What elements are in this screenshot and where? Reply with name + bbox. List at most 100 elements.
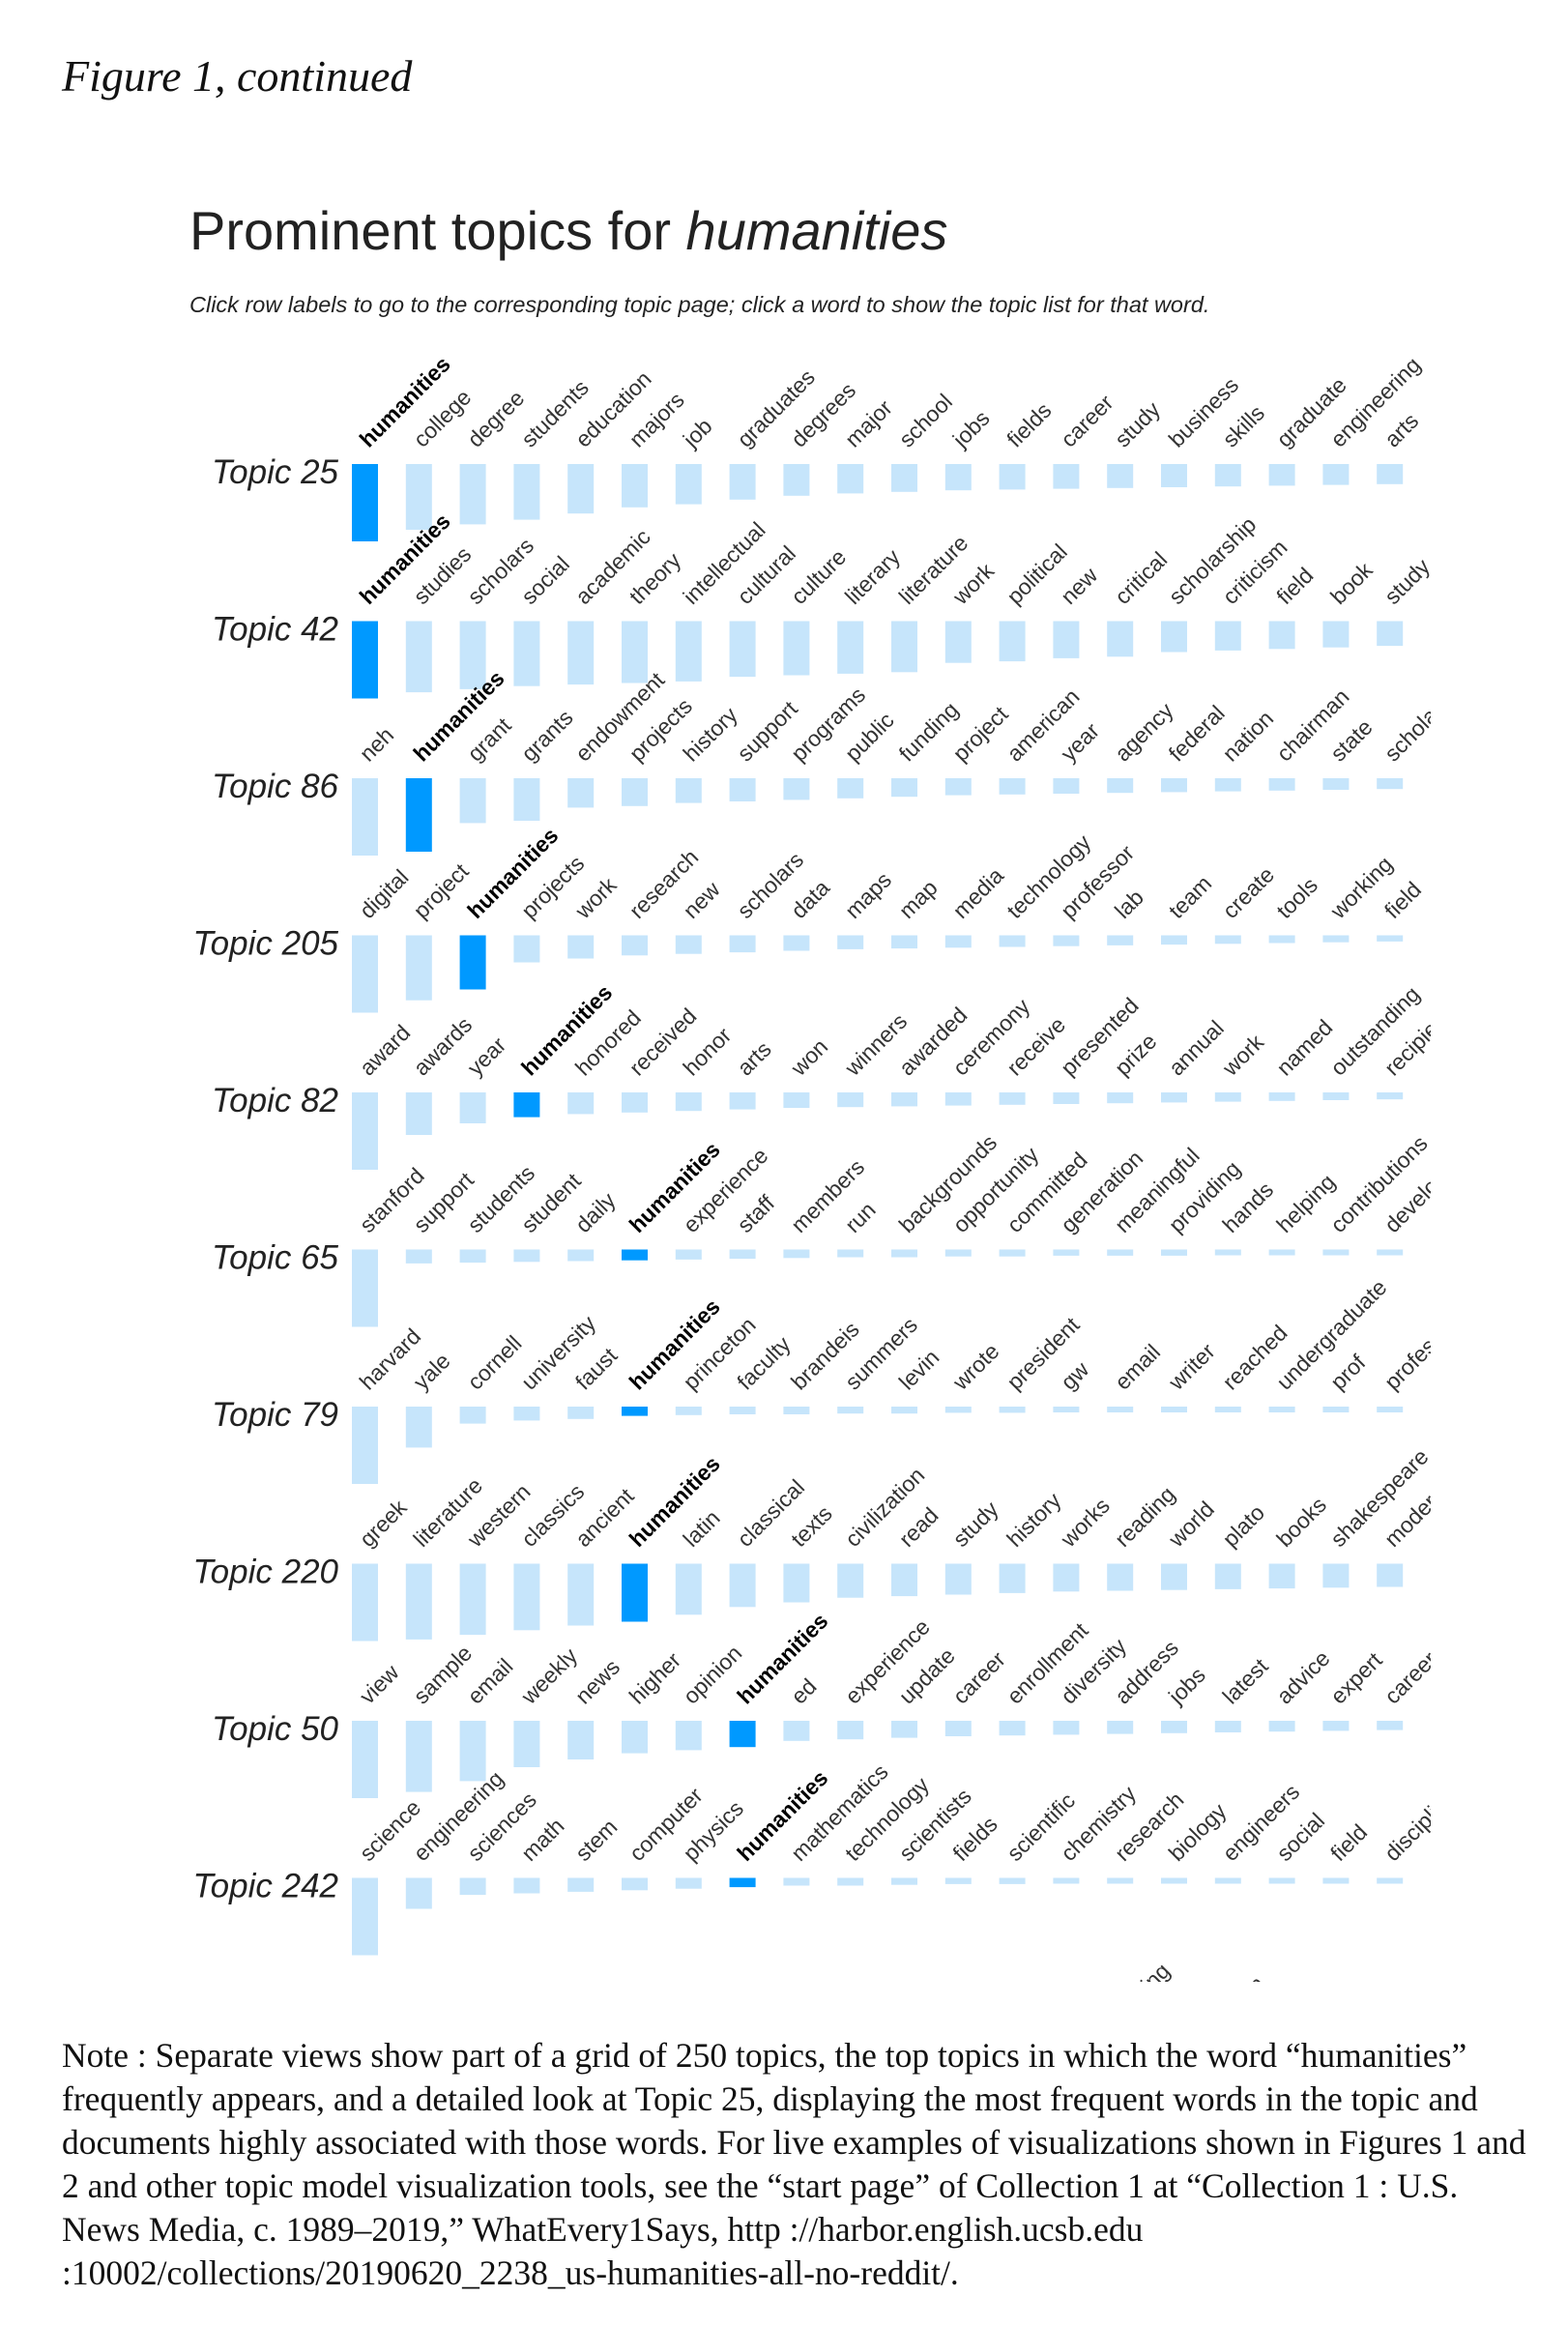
topic-word-bar[interactable] xyxy=(1214,1563,1241,1589)
topic-word-bar[interactable] xyxy=(1268,1092,1295,1101)
topic-word-label[interactable]: plato xyxy=(1217,1499,1269,1552)
topic-word-label[interactable]: run xyxy=(840,1197,881,1237)
topic-word-label[interactable]: awards xyxy=(408,1012,477,1081)
topic-word-bar[interactable] xyxy=(459,1721,486,1782)
topic-word-label[interactable]: expert xyxy=(1325,1647,1387,1709)
topic-word-label[interactable]: arts xyxy=(1379,408,1423,451)
topic-word-label[interactable]: agency xyxy=(1110,697,1178,766)
topic-word-bar[interactable] xyxy=(999,935,1026,947)
topic-word-bar[interactable] xyxy=(1161,1877,1187,1884)
topic-word-label[interactable]: year xyxy=(1056,717,1104,766)
topic-word-label[interactable]: books xyxy=(1271,1492,1331,1552)
topic-word-bar[interactable] xyxy=(405,778,432,852)
topic-word-bar[interactable] xyxy=(999,1721,1026,1736)
topic-word-bar[interactable] xyxy=(1322,464,1350,485)
topic-word-bar[interactable] xyxy=(1053,464,1080,489)
topic-word-bar[interactable] xyxy=(891,464,917,492)
topic-word-bar[interactable] xyxy=(1161,778,1187,793)
topic-word-bar[interactable] xyxy=(1053,1877,1080,1884)
topic-word-bar[interactable] xyxy=(944,935,972,948)
topic-word-bar[interactable] xyxy=(513,621,540,686)
topic-word-bar[interactable] xyxy=(622,1563,648,1622)
topic-word-bar[interactable] xyxy=(1214,621,1241,651)
topic-word-label[interactable]: study xyxy=(1110,396,1166,452)
topic-word-bar[interactable] xyxy=(837,778,864,799)
topic-word-bar[interactable] xyxy=(567,621,595,685)
topic-word-label[interactable]: study xyxy=(947,1496,1003,1552)
topic-word-bar[interactable] xyxy=(729,464,756,500)
topic-word-bar[interactable] xyxy=(1053,1563,1080,1592)
topic-word-bar[interactable] xyxy=(1268,1877,1295,1884)
topic-word-bar[interactable] xyxy=(944,464,972,491)
topic-word-bar[interactable] xyxy=(837,1563,864,1598)
topic-word-bar[interactable] xyxy=(1214,1249,1241,1256)
topic-word-label[interactable]: stem xyxy=(570,1814,623,1866)
topic-word-bar[interactable] xyxy=(1107,1407,1134,1412)
topic-word-bar[interactable] xyxy=(1161,1092,1187,1103)
topic-word-label[interactable]: grants xyxy=(516,705,578,767)
topic-word-bar[interactable] xyxy=(1107,464,1134,488)
topic-word-bar[interactable] xyxy=(459,935,486,990)
topic-word-bar[interactable] xyxy=(1053,778,1080,794)
topic-word-bar[interactable] xyxy=(837,1721,864,1740)
topic-word-bar[interactable] xyxy=(1107,1092,1134,1104)
topic-word-bar[interactable] xyxy=(622,1407,648,1416)
topic-word-bar[interactable] xyxy=(1268,1249,1295,1256)
topic-word-bar[interactable] xyxy=(459,1092,486,1123)
topic-word-label[interactable]: field xyxy=(1379,877,1426,923)
topic-word-bar[interactable] xyxy=(1377,778,1404,790)
topic-word-label[interactable]: fields xyxy=(1002,397,1056,451)
topic-word-bar[interactable] xyxy=(405,935,432,1001)
topic-word-label[interactable]: job xyxy=(678,413,717,452)
topic-word-bar[interactable] xyxy=(567,935,595,959)
topic-word-label[interactable]: helping xyxy=(1271,1169,1340,1237)
topic-word-bar[interactable] xyxy=(1268,935,1295,944)
topic-word-bar[interactable] xyxy=(891,1249,917,1258)
topic-word-bar[interactable] xyxy=(352,1249,378,1327)
topic-word-bar[interactable] xyxy=(999,464,1026,490)
topic-word-bar[interactable] xyxy=(459,1249,486,1264)
topic-word-bar[interactable] xyxy=(729,621,756,678)
topic-word-label[interactable]: careers xyxy=(1379,1639,1450,1709)
topic-word-bar[interactable] xyxy=(622,778,648,806)
topic-word-label[interactable]: field xyxy=(1271,563,1318,609)
topic-word-label[interactable]: critical xyxy=(1110,547,1172,609)
topic-word-bar[interactable] xyxy=(675,621,702,682)
topic-word-label[interactable]: wrote xyxy=(947,1338,1004,1395)
topic-word-label[interactable]: writer xyxy=(1163,1338,1220,1395)
topic-word-bar[interactable] xyxy=(405,621,432,693)
topic-word-bar[interactable] xyxy=(459,1407,486,1424)
topic-word-bar[interactable] xyxy=(999,1563,1026,1593)
topic-word-label[interactable]: career xyxy=(947,1646,1010,1709)
topic-word-bar[interactable] xyxy=(1053,1092,1080,1104)
topic-word-bar[interactable] xyxy=(783,464,810,496)
topic-word-label[interactable]: higher xyxy=(624,1647,686,1709)
topic-word-label[interactable]: arts xyxy=(732,1036,775,1080)
topic-word-bar[interactable] xyxy=(622,1877,648,1891)
topic-word-bar[interactable] xyxy=(1322,935,1350,943)
topic-word-bar[interactable] xyxy=(1214,1877,1241,1884)
topic-word-label[interactable]: cornell xyxy=(462,1330,526,1394)
topic-word-bar[interactable] xyxy=(1053,935,1080,946)
topic-word-bar[interactable] xyxy=(622,621,648,683)
topic-word-label[interactable]: advice xyxy=(1271,1645,1334,1708)
topic-word-label[interactable]: maps xyxy=(840,867,896,923)
topic-word-bar[interactable] xyxy=(1268,464,1295,486)
topic-word-bar[interactable] xyxy=(891,935,917,949)
topic-word-bar[interactable] xyxy=(1377,1092,1404,1100)
topic-word-label[interactable]: works xyxy=(1055,1493,1115,1553)
topic-word-label[interactable]: annual xyxy=(1164,1015,1229,1080)
topic-word-bar[interactable] xyxy=(783,1563,810,1603)
topic-word-bar[interactable] xyxy=(1214,464,1241,487)
topic-word-bar[interactable] xyxy=(1161,464,1187,487)
topic-word-bar[interactable] xyxy=(1214,1407,1241,1412)
topic-word-bar[interactable] xyxy=(1053,1407,1080,1412)
topic-word-label[interactable]: daily xyxy=(570,1187,621,1237)
topic-word-bar[interactable] xyxy=(944,778,972,796)
topic-word-label[interactable]: create xyxy=(1217,861,1279,923)
topic-word-bar[interactable] xyxy=(1161,1563,1187,1590)
topic-word-bar[interactable] xyxy=(783,1407,810,1414)
topic-word-bar[interactable] xyxy=(622,1721,648,1754)
topic-word-bar[interactable] xyxy=(837,1407,864,1414)
row-label[interactable]: Topic 25 xyxy=(212,453,339,491)
